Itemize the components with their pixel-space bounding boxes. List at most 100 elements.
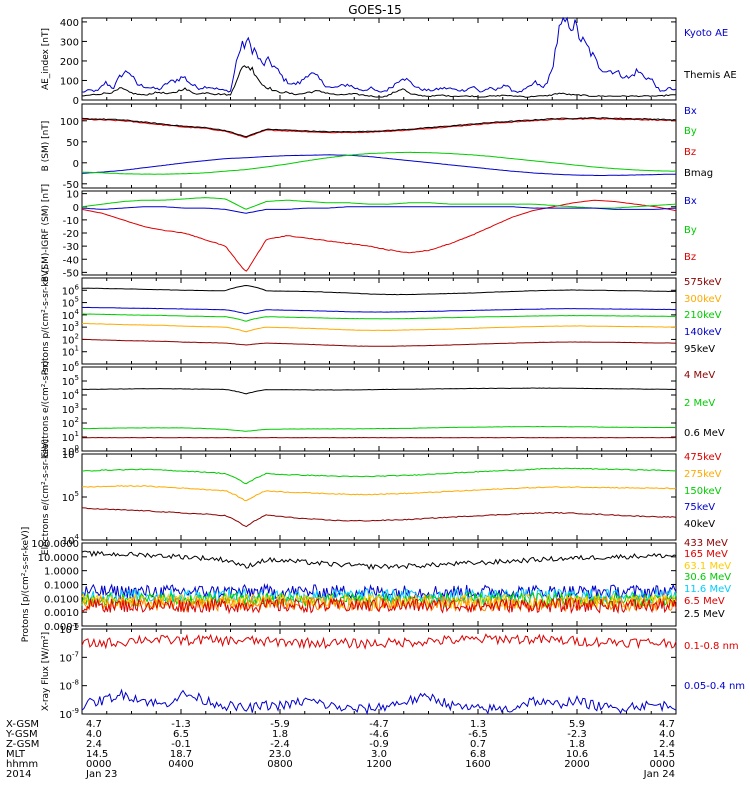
legend-label: By: [684, 225, 697, 236]
panel-frame: [82, 278, 676, 364]
series-line: [82, 307, 676, 313]
y-tick-label: 100: [60, 117, 79, 128]
series-line: [82, 388, 676, 394]
legend-label: 2 MeV: [684, 398, 715, 409]
series-line: [82, 118, 676, 137]
legend-label: 63.1 MeV: [684, 561, 731, 572]
series-line: [82, 551, 676, 569]
series-line: [82, 468, 676, 484]
panel-frame: [82, 454, 676, 540]
y-tick-label: -30: [63, 242, 79, 253]
y-tick-label: 10-9: [59, 707, 79, 721]
series-line: [82, 155, 676, 176]
series-line: [82, 314, 676, 321]
legend-label: 433 MeV: [684, 538, 728, 549]
series-line: [82, 634, 676, 648]
legend-label: Bz: [684, 147, 696, 158]
y-axis-label: Electrons e/(cm²-s-sr-keV): [41, 439, 51, 555]
y-tick-label: 105: [62, 490, 79, 504]
legend-label: Bz: [684, 252, 696, 263]
y-axis-label: X-ray Flux [W/m²]: [41, 632, 51, 711]
panel-protons_mev: 0.00010.00100.01000.10001.000010.0000100…: [21, 527, 731, 643]
legend-label: 140keV: [684, 327, 722, 338]
legend-label: Themis AE: [683, 70, 737, 81]
y-tick-label: 101: [62, 430, 79, 444]
y-tick-label: 104: [62, 388, 80, 402]
y-tick-label: 101: [62, 345, 79, 359]
footer-cell: 2000: [564, 759, 589, 770]
y-tick-label: 10-7: [59, 650, 79, 664]
legend-label: 150keV: [684, 486, 722, 497]
legend-label: 575keV: [684, 277, 722, 288]
legend-label: 30.6 MeV: [684, 572, 731, 583]
series-line: [82, 200, 676, 271]
legend-label: 6.5 MeV: [684, 596, 725, 607]
legend-label: 40keV: [684, 519, 715, 530]
y-tick-label: 400: [60, 18, 79, 29]
y-tick-label: 10: [66, 190, 79, 201]
y-tick-label: 100.0000: [31, 539, 79, 550]
series-line: [82, 118, 676, 137]
series-line: [82, 18, 676, 92]
y-tick-label: 10-6: [59, 622, 79, 636]
panel-frame: [82, 367, 676, 451]
y-tick-label: 106: [62, 360, 80, 374]
legend-label: 95keV: [684, 344, 715, 355]
panel-frame: [82, 629, 676, 714]
series-line: [82, 66, 676, 97]
y-tick-label: 10-8: [59, 679, 79, 693]
y-tick-label: 0.0100: [44, 594, 79, 605]
y-tick-label: 1.0000: [44, 567, 79, 578]
y-tick-label: 106: [62, 447, 80, 461]
y-tick-label: 0: [73, 159, 79, 170]
y-tick-label: 200: [60, 57, 79, 68]
footer-cell: 0800: [267, 759, 292, 770]
legend-label: 210keV: [684, 310, 722, 321]
plot-title: GOES-15: [348, 3, 402, 17]
legend-label: 475keV: [684, 452, 722, 463]
footer-cell: 0400: [168, 759, 193, 770]
legend-label: 11.6 MeV: [684, 584, 731, 595]
panel-xray: 10-910-810-710-6X-ray Flux [W/m²]0.1-0.8…: [41, 622, 745, 721]
footer-cell: Jan 23: [85, 769, 117, 780]
y-tick-label: -20: [63, 229, 79, 240]
series-line: [82, 207, 676, 213]
legend-label: By: [684, 126, 697, 137]
series-line: [82, 339, 676, 346]
legend-label: 300keV: [684, 294, 722, 305]
panel-frame: [82, 18, 676, 100]
y-tick-label: 102: [62, 416, 79, 430]
y-tick-label: 0: [73, 96, 79, 107]
legend-label: 0.05-0.4 nm: [684, 681, 745, 692]
y-axis-label: AE_index [nT]: [41, 28, 51, 90]
y-tick-label: 100: [60, 76, 79, 87]
legend-label: 2.5 MeV: [684, 609, 725, 620]
series-line: [82, 486, 676, 501]
y-tick-label: 103: [62, 402, 79, 416]
footer-cell: 1600: [465, 759, 490, 770]
y-axis-label: B (SM) [nT]: [41, 121, 51, 172]
y-tick-label: 50: [66, 138, 79, 149]
footer-cell: 1200: [366, 759, 391, 770]
footer-row-label: 2014: [6, 769, 31, 780]
legend-label: Kyoto AE: [684, 28, 728, 39]
legend-label: Bx: [684, 106, 697, 117]
series-line: [82, 508, 676, 527]
legend-label: 165 MeV: [684, 549, 728, 560]
legend-label: 0.6 MeV: [684, 428, 725, 439]
series-line: [82, 324, 676, 332]
legend-label: Bx: [684, 196, 697, 207]
footer-cell: Jan 24: [643, 769, 675, 780]
y-axis-label: Protons [p/(cm²-s-sr-keV)]: [21, 527, 31, 643]
y-tick-label: -10: [63, 216, 79, 227]
panel-frame: [82, 543, 676, 626]
y-axis-label: Protons p/(cm²-s-sr-keV): [41, 267, 51, 376]
y-tick-label: 0: [73, 203, 79, 214]
y-tick-label: 10.0000: [38, 553, 79, 564]
